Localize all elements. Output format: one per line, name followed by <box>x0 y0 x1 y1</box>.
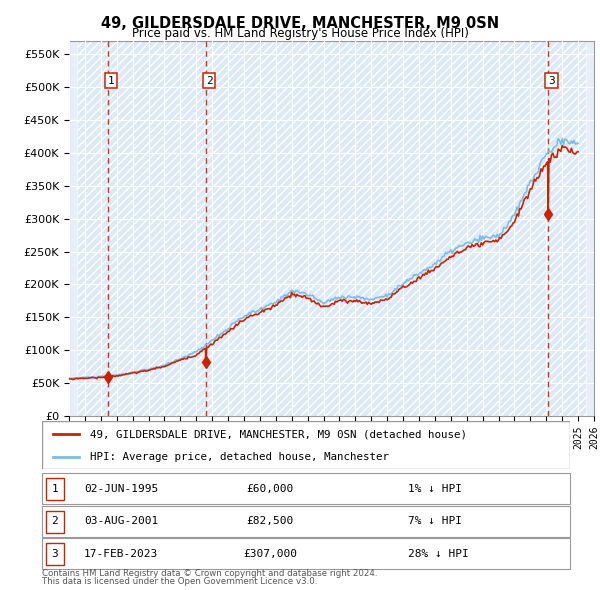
Text: 17-FEB-2023: 17-FEB-2023 <box>84 549 158 559</box>
Text: 7% ↓ HPI: 7% ↓ HPI <box>408 516 462 526</box>
Text: This data is licensed under the Open Government Licence v3.0.: This data is licensed under the Open Gov… <box>42 577 317 586</box>
Text: 3: 3 <box>51 549 58 559</box>
Text: 1% ↓ HPI: 1% ↓ HPI <box>408 484 462 494</box>
Text: 49, GILDERSDALE DRIVE, MANCHESTER, M9 0SN (detached house): 49, GILDERSDALE DRIVE, MANCHESTER, M9 0S… <box>89 429 467 439</box>
Text: 1: 1 <box>51 484 58 494</box>
Text: £60,000: £60,000 <box>247 484 293 494</box>
Text: 1: 1 <box>107 76 114 86</box>
Text: 2: 2 <box>206 76 212 86</box>
Text: 3: 3 <box>548 76 555 86</box>
Text: £307,000: £307,000 <box>243 549 297 559</box>
Text: £82,500: £82,500 <box>247 516 293 526</box>
Text: 02-JUN-1995: 02-JUN-1995 <box>84 484 158 494</box>
Text: Contains HM Land Registry data © Crown copyright and database right 2024.: Contains HM Land Registry data © Crown c… <box>42 569 377 578</box>
Text: Price paid vs. HM Land Registry's House Price Index (HPI): Price paid vs. HM Land Registry's House … <box>131 27 469 40</box>
Text: 03-AUG-2001: 03-AUG-2001 <box>84 516 158 526</box>
Text: 2: 2 <box>51 516 58 526</box>
Text: 28% ↓ HPI: 28% ↓ HPI <box>408 549 469 559</box>
Text: 49, GILDERSDALE DRIVE, MANCHESTER, M9 0SN: 49, GILDERSDALE DRIVE, MANCHESTER, M9 0S… <box>101 16 499 31</box>
Text: HPI: Average price, detached house, Manchester: HPI: Average price, detached house, Manc… <box>89 452 389 462</box>
